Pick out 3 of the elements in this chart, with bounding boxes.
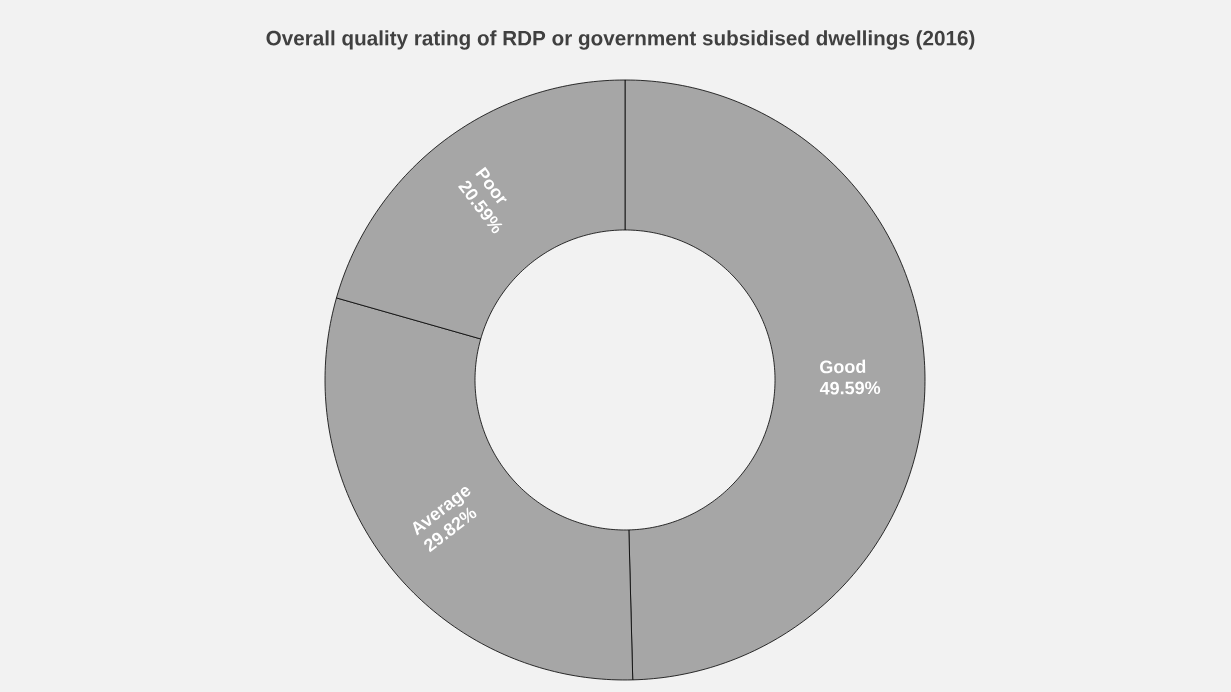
data-label: 49.59%	[819, 381, 881, 395]
chart-title: Overall quality rating of RDP or government subsidised dwellings (2016)	[266, 30, 975, 50]
slice-label: Good	[820, 359, 866, 374]
